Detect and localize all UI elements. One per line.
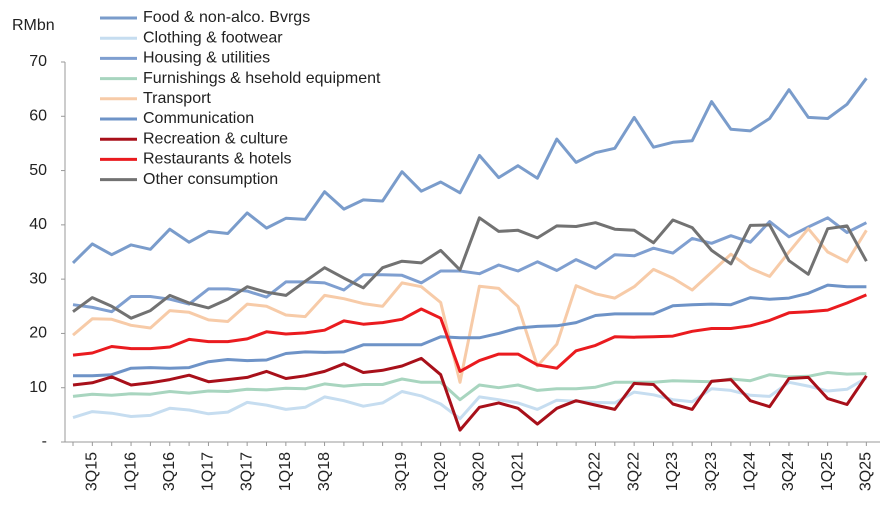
x-tick-label: 3Q16	[161, 452, 178, 491]
y-tick-label: -	[42, 433, 47, 450]
series-line	[71, 77, 868, 264]
x-tick-label: 1Q24	[741, 452, 758, 491]
y-tick-label: 20	[29, 325, 47, 342]
x-tick-label: 1Q22	[587, 452, 604, 491]
y-tick-label: 50	[29, 162, 47, 179]
series-line	[72, 227, 868, 384]
x-tick-label: 3Q18	[316, 452, 333, 491]
series-line	[72, 356, 868, 432]
y-tick-label: 60	[29, 108, 47, 125]
x-tick-label: 3Q23	[703, 452, 720, 491]
legend-label: Recreation & culture	[143, 130, 288, 147]
series-line	[72, 293, 867, 373]
legend-label: Transport	[143, 90, 211, 107]
y-tick-label: 10	[29, 379, 47, 396]
x-tick-label: 3Q20	[471, 452, 488, 491]
x-tick-label: 1Q20	[432, 452, 449, 491]
legend-label: Furnishings & hsehold equipment	[143, 70, 381, 87]
x-tick-label: 1Q16	[122, 452, 139, 491]
x-tick-label: 3Q24	[780, 452, 797, 491]
x-tick-label: 1Q23	[664, 452, 681, 491]
x-tick-label: 1Q18	[277, 452, 294, 491]
x-tick-label: 3Q22	[625, 452, 642, 491]
series-line	[72, 371, 867, 402]
y-tick-label: 40	[29, 216, 47, 233]
x-tick-label: 3Q15	[84, 452, 101, 491]
series-line	[72, 216, 868, 314]
series-line	[73, 283, 867, 378]
legend-label: Food & non-alco. Bvrgs	[143, 9, 310, 26]
legend-label: Housing & utilities	[143, 50, 270, 67]
series-line	[72, 376, 868, 421]
x-tick-label: 3Q17	[238, 452, 255, 491]
legend-label: Clothing & footwear	[143, 29, 283, 46]
series-line	[72, 216, 868, 320]
x-tick-label: 1Q17	[200, 452, 217, 491]
legend-label: Restaurants & hotels	[143, 151, 292, 168]
legend-label: Communication	[143, 110, 254, 127]
y-axis-label: RMbn	[12, 17, 55, 34]
x-tick-label: 3Q25	[858, 452, 875, 491]
y-tick-label: 30	[29, 270, 47, 287]
y-tick-label: 70	[29, 53, 47, 70]
legend-label: Other consumption	[143, 171, 278, 188]
x-tick-label: 1Q21	[509, 452, 526, 491]
x-tick-label: 1Q25	[819, 452, 836, 491]
x-tick-label: 3Q19	[393, 452, 410, 491]
